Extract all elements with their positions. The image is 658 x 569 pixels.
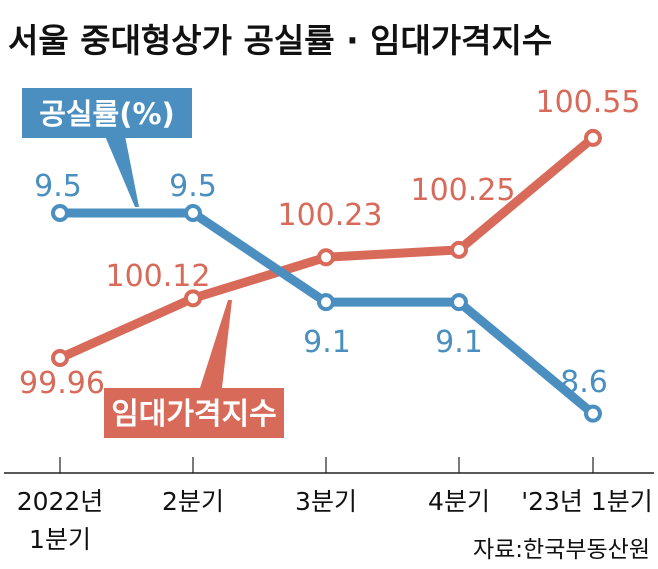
x-tick-label: 2분기 (162, 487, 224, 516)
vacancy-point (450, 293, 468, 312)
blue-legend-box (22, 88, 192, 138)
x-tick-label: 2022년 (17, 487, 104, 516)
vacancy-point (584, 404, 602, 423)
rent-index-point (450, 240, 468, 259)
vacancy-data-label: 9.5 (169, 169, 217, 204)
rent-index-point (317, 248, 335, 267)
vacancy-data-label: 9.1 (435, 325, 483, 360)
vacancy-data-label: 9.5 (34, 169, 82, 204)
vacancy-point (184, 204, 202, 222)
x-tick-label: 1분기 (29, 525, 91, 554)
red-legend-label: 임대가격지수 (111, 397, 277, 432)
x-tick-label: '23년 1분기 (521, 487, 653, 516)
x-tick-label: 4분기 (428, 487, 490, 516)
red-legend-box (104, 388, 284, 438)
rent-index-data-label: 100.55 (536, 85, 641, 120)
source-label: 자료:한국부동산원 (473, 537, 650, 563)
vacancy-data-label: 8.6 (560, 365, 608, 400)
rent-index-point (184, 289, 202, 308)
red-callout-pointer (200, 300, 232, 388)
rent-index-data-label: 99.96 (19, 366, 105, 401)
vacancy-line (60, 208, 596, 418)
vacancy-data-label: 9.1 (303, 325, 351, 360)
blue-legend-label: 공실률(%) (39, 97, 175, 131)
chart-title: 서울 중대형상가 공실률 · 임대가격지수 (8, 21, 552, 60)
rent-index-data-label: 100.25 (411, 173, 516, 208)
rent-index-data-label: 100.12 (106, 259, 211, 294)
vacancy-point (51, 204, 69, 222)
rent-index-point (584, 128, 602, 147)
rent-index-point (51, 349, 69, 367)
blue-callout-pointer (105, 136, 139, 207)
rent-index-data-label: 100.23 (278, 198, 383, 233)
x-tick-label: 3분기 (295, 487, 357, 516)
vacancy-point (317, 293, 335, 312)
